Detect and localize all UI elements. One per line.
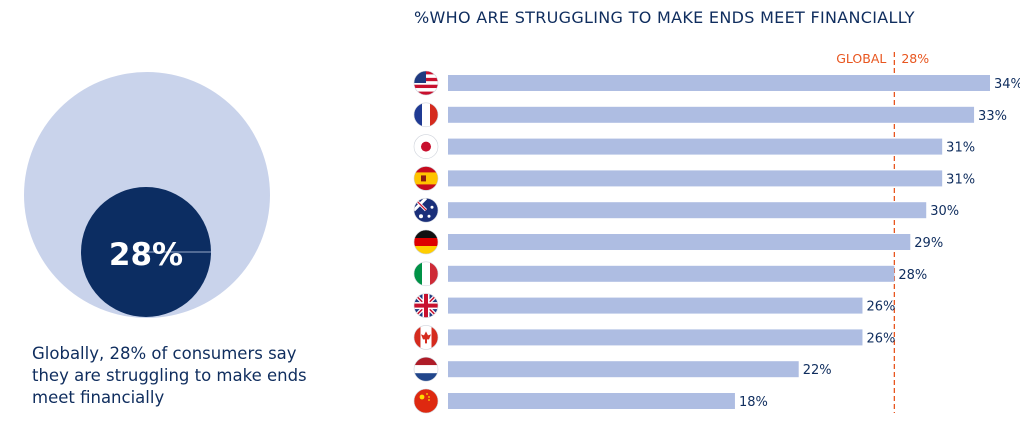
bar-row: 30%	[413, 197, 959, 223]
bar	[448, 138, 943, 155]
japan-flag-icon	[413, 134, 439, 159]
bar	[448, 329, 863, 346]
bar-value-label: 33%	[978, 109, 1007, 124]
bar-chart: GLOBAL 28% 34% 33% 31% 31% 30% 29% 28% 26% 26% 22%…	[413, 51, 1020, 414]
bar-value-label: 22%	[803, 363, 832, 378]
bar-value-label: 18%	[739, 395, 768, 410]
netherlands-flag-icon	[413, 356, 439, 382]
germany-flag-icon	[413, 229, 439, 255]
bar-value-label: 26%	[866, 331, 895, 346]
bar-row: 22%	[413, 356, 832, 382]
bar-value-label: 29%	[914, 236, 943, 251]
bar	[448, 361, 799, 378]
bar-value-label: 31%	[946, 172, 975, 187]
bar-row: 31%	[413, 166, 975, 191]
bar-row: 26%	[413, 293, 895, 318]
bar	[448, 297, 863, 314]
australia-flag-icon	[413, 197, 439, 223]
bar-series: 34% 33% 31% 31% 30% 29% 28% 26% 26% 22% 18%	[413, 70, 1020, 414]
bar	[448, 234, 911, 250]
bar-row: 31%	[413, 134, 975, 159]
global-reference: GLOBAL 28%	[836, 51, 929, 413]
summary-circles: 28%	[24, 72, 270, 318]
bar-row: 34%	[413, 70, 1020, 96]
bar	[448, 393, 735, 409]
bar-row: 26%	[413, 325, 895, 350]
bar-row: 18%	[413, 388, 768, 414]
bar	[448, 170, 943, 187]
bar	[448, 265, 895, 282]
global-reference-value: 28%	[901, 51, 929, 66]
bar-row: 33%	[413, 102, 1007, 128]
bar-row: 29%	[413, 229, 943, 255]
china-flag-icon	[413, 388, 439, 414]
france-flag-icon	[413, 102, 439, 128]
bar	[448, 106, 975, 123]
bar-value-label: 34%	[994, 77, 1020, 92]
global-reference-label: GLOBAL	[836, 51, 886, 66]
bar-row: 28%	[413, 261, 927, 287]
big-value: 28%	[109, 237, 183, 273]
bar-value-label: 28%	[898, 268, 927, 283]
summary-caption: Globally, 28% of consumers say they are …	[32, 344, 307, 407]
spain-flag-icon	[413, 166, 439, 191]
bar	[448, 75, 990, 91]
global-summary: 28% Globally, 28% of consumers say they …	[0, 0, 320, 437]
italy-flag-icon	[413, 261, 439, 287]
uk-flag-icon	[413, 293, 439, 318]
us-flag-icon	[413, 70, 439, 96]
canada-flag-icon	[413, 325, 439, 350]
bar-value-label: 31%	[946, 141, 975, 156]
bar-value-label: 26%	[866, 300, 895, 315]
chart-title: %WHO ARE STRUGGLING TO MAKE ENDS MEET FI…	[414, 8, 915, 27]
bar-value-label: 30%	[930, 204, 959, 219]
bar	[448, 202, 927, 219]
